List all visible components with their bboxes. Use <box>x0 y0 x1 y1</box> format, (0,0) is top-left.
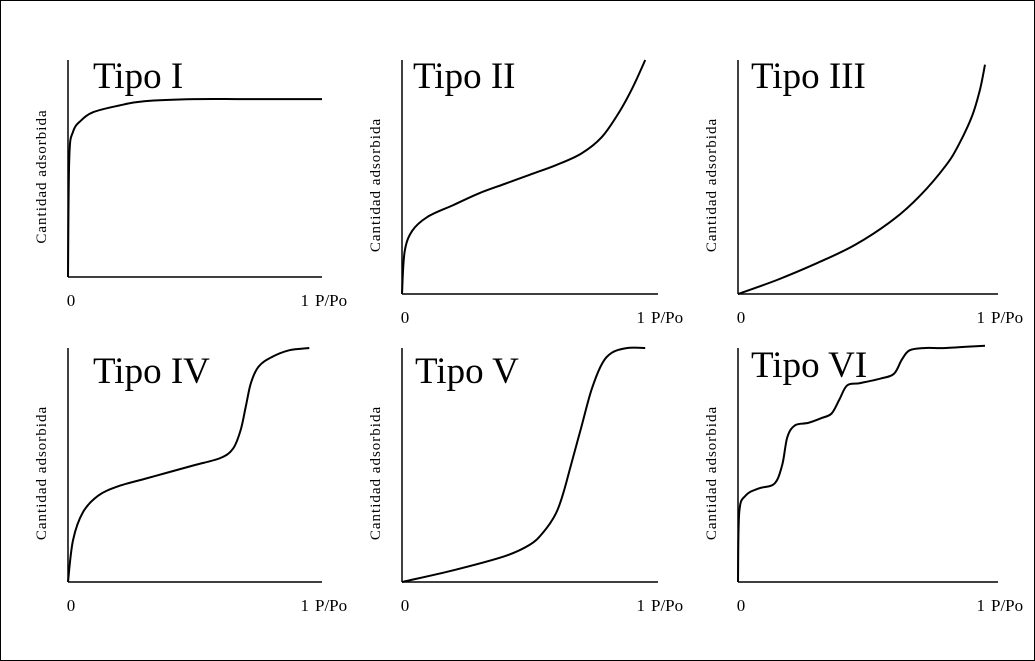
panel-title: Tipo III <box>751 56 866 97</box>
panel-title: Tipo IV <box>93 351 210 392</box>
x-tick-label-end: 1 <box>301 596 310 615</box>
isotherm-panel-4: Tipo IV Cantidad adsorbida 0 1 P/Po <box>34 347 347 615</box>
x-tick-label-end: 1 <box>637 308 646 327</box>
isotherm-curve <box>67 97 322 278</box>
isotherm-curve <box>67 347 310 583</box>
isotherm-curve <box>401 346 646 583</box>
isotherm-panel-2: Tipo II Cantidad adsorbida 0 1 P/Po <box>368 56 683 327</box>
x-tick-label-start: 0 <box>737 596 746 615</box>
isotherm-panel-6: Tipo VI Cantidad adsorbida 0 1 P/Po <box>704 344 1023 615</box>
x-tick-label-end: 1 <box>977 308 986 327</box>
x-axis-unit-label: P/Po <box>315 596 347 615</box>
x-axis-unit-label: P/Po <box>991 308 1023 327</box>
isotherm-panel-5: Tipo V Cantidad adsorbida 0 1 P/Po <box>368 346 683 615</box>
isotherm-panel-1: Tipo I Cantidad adsorbida 0 1 P/Po <box>34 56 347 310</box>
x-axis-unit-label: P/Po <box>651 308 683 327</box>
y-axis-label: Cantidad adsorbida <box>704 118 720 252</box>
y-axis-label: Cantidad adsorbida <box>368 118 384 252</box>
x-tick-label-start: 0 <box>67 291 76 310</box>
panel-title: Tipo II <box>413 56 515 97</box>
y-axis-label: Cantidad adsorbida <box>368 406 384 540</box>
y-axis-label: Cantidad adsorbida <box>34 406 50 540</box>
x-tick-label-start: 0 <box>401 596 410 615</box>
isotherm-curve <box>737 344 986 583</box>
x-axis-unit-label: P/Po <box>315 291 347 310</box>
x-tick-label-start: 0 <box>737 308 746 327</box>
x-axis-unit-label: P/Po <box>651 596 683 615</box>
panel-title: Tipo VI <box>751 345 867 386</box>
x-tick-label-end: 1 <box>301 291 310 310</box>
x-tick-label-end: 1 <box>637 596 646 615</box>
isotherm-curve <box>401 59 647 295</box>
panel-title: Tipo V <box>415 351 519 392</box>
panel-title: Tipo I <box>93 56 183 97</box>
x-tick-label-start: 0 <box>401 308 410 327</box>
x-axis-unit-label: P/Po <box>991 596 1023 615</box>
y-axis-label: Cantidad adsorbida <box>704 406 720 540</box>
isotherm-panel-3: Tipo III Cantidad adsorbida 0 1 P/Po <box>704 56 1023 327</box>
x-tick-label-start: 0 <box>67 596 76 615</box>
y-axis-label: Cantidad adsorbida <box>34 109 50 243</box>
x-tick-label-end: 1 <box>977 596 986 615</box>
isotherm-curve <box>737 64 986 295</box>
